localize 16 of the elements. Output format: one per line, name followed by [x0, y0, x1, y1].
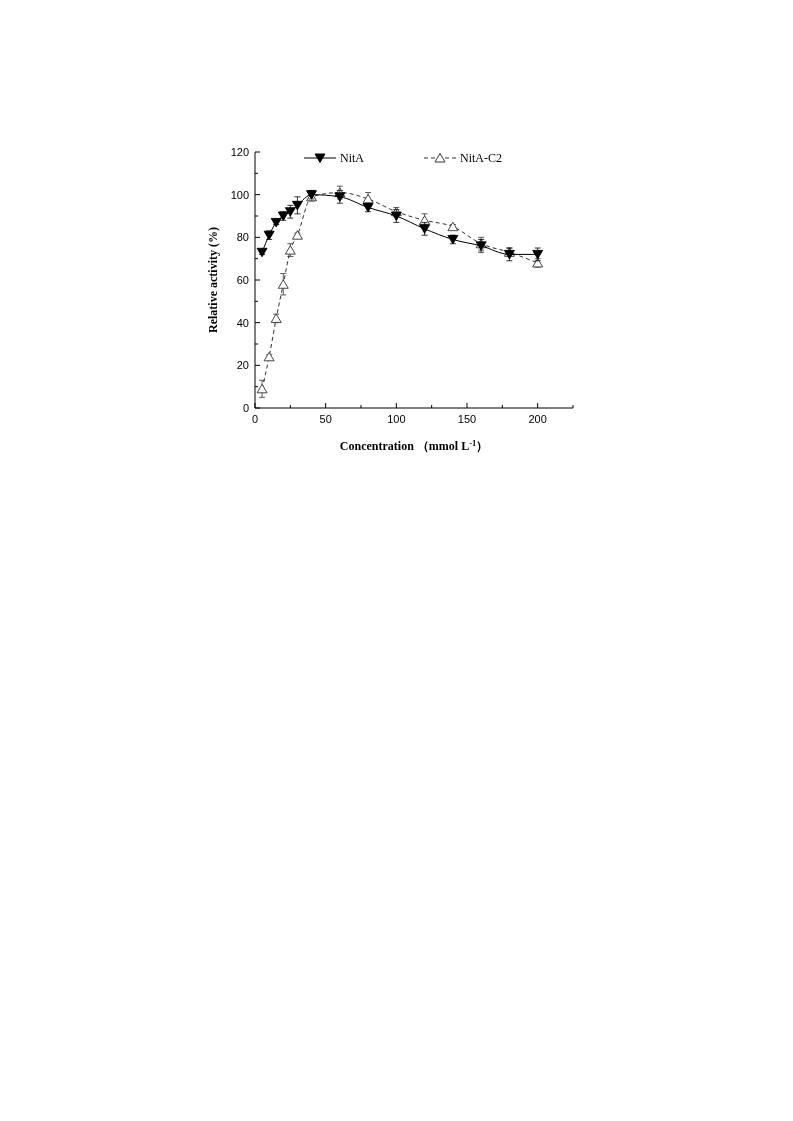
- legend-label: NitA: [340, 151, 365, 165]
- y-tick-label: 100: [230, 188, 249, 201]
- x-tick-label: 50: [319, 413, 332, 425]
- x-tick-label: 0: [251, 413, 259, 425]
- y-tick-label: 40: [236, 316, 249, 329]
- y-tick-label: 0: [242, 402, 249, 414]
- y-tick-label: 20: [236, 359, 249, 372]
- x-tick-label: 200: [528, 413, 547, 425]
- y-tick-label: 120: [230, 146, 249, 158]
- y-axis-title: Relative activity (%): [206, 227, 220, 333]
- legend-label: NitA-C2: [460, 151, 502, 165]
- y-tick-label: 60: [236, 274, 249, 286]
- x-tick-label: 150: [457, 413, 477, 425]
- x-axis-title: Concentration （mmol L$^{-1}$）: [339, 438, 489, 453]
- y-tick-label: 80: [236, 231, 249, 244]
- x-tick-label: 100: [387, 413, 406, 425]
